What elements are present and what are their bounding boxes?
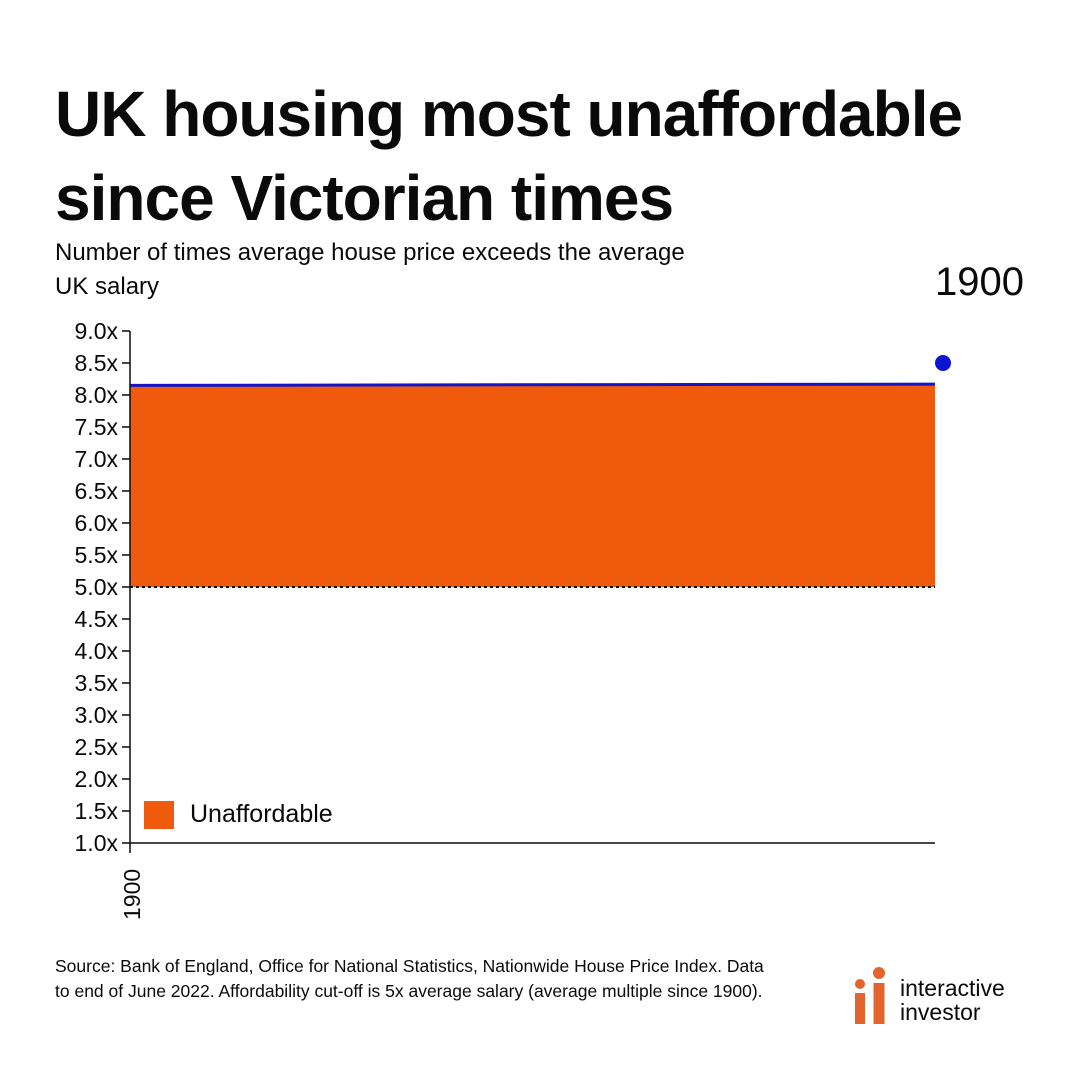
series-line (129, 382, 936, 387)
current-value-point (935, 355, 951, 371)
chart-legend: Unaffordable (144, 800, 333, 829)
y-tick-label: 5.0x (75, 574, 119, 600)
y-tick-label: 3.0x (75, 702, 119, 728)
brand-name-line1: interactive (900, 975, 1005, 1001)
brand-logo: interactive investor (852, 966, 1005, 1024)
y-tick-label: 5.5x (75, 542, 119, 568)
y-tick-label: 6.0x (75, 510, 119, 536)
x-tick-label: 1900 (119, 869, 145, 920)
chart-subtitle: Number of times average house price exce… (55, 239, 685, 300)
y-tick-label: 2.5x (75, 734, 119, 760)
brand-name-line2: investor (900, 999, 981, 1025)
y-tick-label: 6.5x (75, 478, 119, 504)
source-note: Source: Bank of England, Office for Nati… (55, 956, 764, 1001)
y-tick-label: 2.0x (75, 766, 119, 792)
y-tick-label: 4.5x (75, 606, 119, 632)
unaffordable-area (130, 384, 935, 587)
legend-label-unaffordable: Unaffordable (190, 800, 333, 828)
y-tick-label: 1.5x (75, 798, 119, 824)
y-tick-label: 8.5x (75, 350, 119, 376)
y-tick-label: 8.0x (75, 382, 119, 408)
brand-name: interactive investor (900, 976, 1005, 1024)
y-tick-label: 1.0x (75, 830, 119, 856)
chart-title: UK housing most unaffordable since Victo… (55, 78, 963, 234)
y-tick-label: 4.0x (75, 638, 119, 664)
y-tick-label: 3.5x (75, 670, 119, 696)
y-tick-label: 7.5x (75, 414, 119, 440)
y-tick-label: 7.0x (75, 446, 119, 472)
legend-swatch (144, 800, 174, 829)
brand-mark-icon (855, 967, 885, 1024)
y-tick-label: 9.0x (75, 318, 119, 344)
year-label: 1900 (935, 260, 1024, 304)
